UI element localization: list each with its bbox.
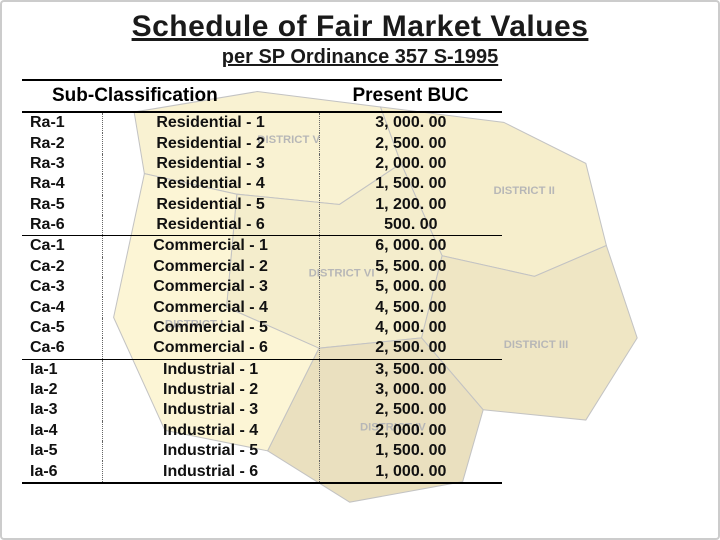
cell-code: Ia-2 <box>22 380 102 400</box>
table-row: Ia-3Industrial - 32, 500. 00 <box>22 400 502 420</box>
table-row: Ra-2Residential - 22, 500. 00 <box>22 133 502 153</box>
table-row: Ca-2Commercial - 25, 500. 00 <box>22 257 502 277</box>
cell-code: Ca-5 <box>22 318 102 338</box>
cell-desc: Commercial - 2 <box>102 257 319 277</box>
cell-buc: 500. 00 <box>319 215 502 236</box>
cell-buc: 4, 500. 00 <box>319 297 502 317</box>
cell-desc: Industrial - 2 <box>102 380 319 400</box>
cell-desc: Residential - 5 <box>102 195 319 215</box>
table-row: Ra-3Residential - 32, 000. 00 <box>22 154 502 174</box>
cell-desc: Commercial - 4 <box>102 297 319 317</box>
cell-code: Ra-3 <box>22 154 102 174</box>
cell-desc: Industrial - 4 <box>102 421 319 441</box>
cell-buc: 1, 500. 00 <box>319 174 502 194</box>
page-title: Schedule of Fair Market Values <box>22 10 698 44</box>
table-row: Ca-3Commercial - 35, 000. 00 <box>22 277 502 297</box>
cell-buc: 3, 000. 00 <box>319 380 502 400</box>
cell-code: Ra-5 <box>22 195 102 215</box>
cell-desc: Industrial - 5 <box>102 441 319 461</box>
cell-code: Ca-4 <box>22 297 102 317</box>
table-row: Ra-5Residential - 51, 200. 00 <box>22 195 502 215</box>
table-row: Ia-6Industrial - 61, 000. 00 <box>22 461 502 482</box>
cell-code: Ia-3 <box>22 400 102 420</box>
cell-desc: Commercial - 5 <box>102 318 319 338</box>
cell-code: Ra-6 <box>22 215 102 236</box>
cell-code: Ca-6 <box>22 338 102 359</box>
cell-buc: 5, 000. 00 <box>319 277 502 297</box>
cell-buc: 6, 000. 00 <box>319 236 502 257</box>
cell-buc: 2, 500. 00 <box>319 338 502 359</box>
cell-buc: 4, 000. 00 <box>319 318 502 338</box>
cell-code: Ca-2 <box>22 257 102 277</box>
cell-code: Ia-1 <box>22 359 102 380</box>
table-row: Ca-6Commercial - 62, 500. 00 <box>22 338 502 359</box>
cell-desc: Residential - 6 <box>102 215 319 236</box>
cell-code: Ra-4 <box>22 174 102 194</box>
cell-buc: 1, 200. 00 <box>319 195 502 215</box>
cell-desc: Commercial - 6 <box>102 338 319 359</box>
cell-buc: 3, 500. 00 <box>319 359 502 380</box>
cell-buc: 2, 000. 00 <box>319 154 502 174</box>
cell-buc: 1, 000. 00 <box>319 461 502 482</box>
cell-code: Ca-3 <box>22 277 102 297</box>
table-row: Ra-1Residential - 13, 000. 00 <box>22 112 502 133</box>
cell-desc: Residential - 1 <box>102 112 319 133</box>
table-row: Ia-5Industrial - 51, 500. 00 <box>22 441 502 461</box>
cell-desc: Residential - 3 <box>102 154 319 174</box>
cell-desc: Industrial - 3 <box>102 400 319 420</box>
cell-code: Ia-4 <box>22 421 102 441</box>
cell-desc: Residential - 2 <box>102 133 319 153</box>
col-header-buc: Present BUC <box>319 80 502 112</box>
cell-desc: Commercial - 3 <box>102 277 319 297</box>
cell-buc: 1, 500. 00 <box>319 441 502 461</box>
table-row: Ca-1Commercial - 16, 000. 00 <box>22 236 502 257</box>
col-header-sub: Sub-Classification <box>22 80 319 112</box>
cell-code: Ra-1 <box>22 112 102 133</box>
table-row: Ra-4Residential - 41, 500. 00 <box>22 174 502 194</box>
cell-buc: 2, 000. 00 <box>319 421 502 441</box>
cell-desc: Industrial - 1 <box>102 359 319 380</box>
cell-buc: 5, 500. 00 <box>319 257 502 277</box>
cell-buc: 3, 000. 00 <box>319 112 502 133</box>
table-row: Ia-2Industrial - 23, 000. 00 <box>22 380 502 400</box>
table-row: Ca-4Commercial - 44, 500. 00 <box>22 297 502 317</box>
cell-desc: Residential - 4 <box>102 174 319 194</box>
table-row: Ia-4Industrial - 42, 000. 00 <box>22 421 502 441</box>
cell-code: Ia-6 <box>22 461 102 482</box>
fmv-table: Sub-Classification Present BUC Ra-1Resid… <box>22 79 502 484</box>
table-row: Ia-1Industrial - 13, 500. 00 <box>22 359 502 380</box>
table-row: Ca-5Commercial - 54, 000. 00 <box>22 318 502 338</box>
cell-buc: 2, 500. 00 <box>319 133 502 153</box>
cell-code: Ra-2 <box>22 133 102 153</box>
table-row: Ra-6Residential - 6500. 00 <box>22 215 502 236</box>
cell-code: Ia-5 <box>22 441 102 461</box>
cell-buc: 2, 500. 00 <box>319 400 502 420</box>
cell-desc: Commercial - 1 <box>102 236 319 257</box>
cell-desc: Industrial - 6 <box>102 461 319 482</box>
page-subtitle: per SP Ordinance 357 S-1995 <box>22 46 698 69</box>
cell-code: Ca-1 <box>22 236 102 257</box>
